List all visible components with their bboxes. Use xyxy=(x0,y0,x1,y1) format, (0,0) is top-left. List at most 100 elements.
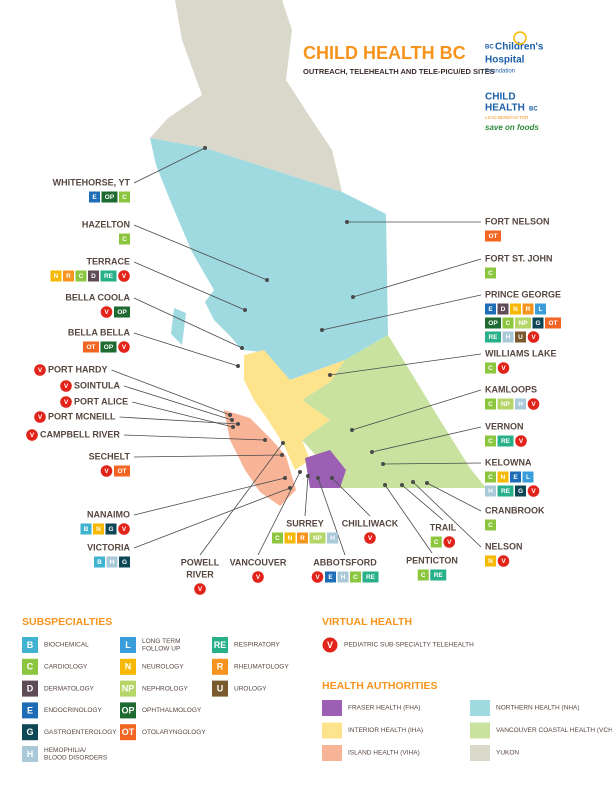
badge xyxy=(325,571,336,583)
site: TRAIL C V xyxy=(430,522,457,548)
site: SURREY C N R NP H xyxy=(272,518,338,544)
badge xyxy=(497,398,514,410)
badge xyxy=(93,523,104,535)
sponsor: save on foods xyxy=(485,123,539,132)
site-name: ABBOTSFORD xyxy=(313,557,377,567)
yukon-region xyxy=(150,0,342,192)
badge xyxy=(515,485,526,497)
logo-line: Children's xyxy=(495,42,544,53)
leader-line xyxy=(257,471,301,556)
badge-label: H xyxy=(506,334,511,341)
badge-label: B xyxy=(84,526,89,533)
badge-label: R xyxy=(66,273,71,280)
legend-code: L xyxy=(125,640,131,650)
logo-suffix: BC xyxy=(529,107,538,113)
badge xyxy=(105,523,117,535)
site-name: SOINTULA xyxy=(74,380,120,390)
site-name: PENTICTON xyxy=(406,555,458,565)
site-dot xyxy=(383,483,387,487)
badge xyxy=(497,303,509,315)
site: CRANBROOK C xyxy=(485,505,545,531)
badge xyxy=(497,435,514,447)
badge-label: C xyxy=(488,438,493,445)
site-name: SECHELT xyxy=(89,451,131,461)
site: PENTICTON C RE xyxy=(406,555,458,581)
virtual-badge xyxy=(100,465,113,477)
leader-line xyxy=(371,426,482,453)
legend-label: DERMATOLOGY xyxy=(44,685,95,692)
virtual-badge xyxy=(364,532,376,544)
site-dot xyxy=(203,146,207,150)
site: V SOINTULA xyxy=(60,380,120,392)
leader-line xyxy=(133,261,246,311)
virtual-badge xyxy=(34,364,46,376)
site: POWELL RIVER V xyxy=(181,557,220,595)
badge-label: C xyxy=(79,273,84,280)
site-dot xyxy=(316,476,320,480)
badge-label: RE xyxy=(488,334,498,341)
legend-swatch xyxy=(22,724,38,741)
site-name: PORT HARDY xyxy=(48,364,108,374)
site-dot xyxy=(236,364,240,368)
badge xyxy=(485,471,496,483)
site-dot xyxy=(370,450,374,454)
badge xyxy=(532,317,544,329)
site-dot xyxy=(328,373,332,377)
virtual-badge xyxy=(497,555,510,567)
badge-label: V xyxy=(501,365,506,372)
legend-title: HEALTH AUTHORITIES xyxy=(322,680,438,692)
badge-label: NP xyxy=(501,401,511,408)
site: FORT NELSON OT xyxy=(485,216,550,242)
badge-label: V xyxy=(38,367,43,374)
badge xyxy=(522,471,534,483)
site: V CAMPBELL RIVER xyxy=(26,429,120,441)
leader-line xyxy=(426,482,482,512)
fraser-region xyxy=(305,450,346,488)
site-name: NANAIMO xyxy=(87,509,130,519)
legend-label: NEUROLOGY xyxy=(142,664,184,671)
badge xyxy=(497,485,514,497)
badge-label: V xyxy=(198,586,203,593)
badge xyxy=(485,398,496,410)
badge xyxy=(497,471,509,483)
legend-swatch xyxy=(212,658,228,675)
badge xyxy=(100,341,117,353)
badge xyxy=(515,331,526,343)
site-dot xyxy=(320,328,324,332)
site: BELLA COOLA V OP xyxy=(65,292,130,318)
badge-label: N xyxy=(54,273,59,280)
badge-label: N xyxy=(96,526,101,533)
site-name: POWELL xyxy=(181,557,220,567)
site-name: WILLIAMS LAKE xyxy=(485,348,557,358)
legend-label: OTOLARYNGOLOGY xyxy=(142,729,206,736)
badge-label: V xyxy=(368,535,373,542)
site-dot xyxy=(236,422,240,426)
site: WILLIAMS LAKE C V xyxy=(485,348,557,374)
badge-label: NP xyxy=(313,535,323,542)
badge xyxy=(119,191,130,203)
island-region xyxy=(224,410,296,506)
badge-label: OT xyxy=(488,233,497,240)
site-name: BELLA COOLA xyxy=(65,292,130,302)
badge-label: V xyxy=(64,383,69,390)
badge-label: E xyxy=(328,574,333,581)
site-name: VICTORIA xyxy=(87,542,130,552)
badge-label: E xyxy=(513,474,518,481)
legend-label: RESPIRATORY xyxy=(234,642,281,649)
site-name: SURREY xyxy=(286,518,324,528)
badge xyxy=(88,270,99,282)
badge-label: V xyxy=(64,399,69,406)
badge-label: OT xyxy=(86,344,95,351)
legend-swatch xyxy=(22,702,38,719)
badge-label: V xyxy=(104,468,109,475)
foundation-logo: BC Children's Hospital Foundation xyxy=(485,31,544,75)
site-dot xyxy=(381,462,385,466)
badge-label: V xyxy=(501,558,506,565)
badge xyxy=(485,555,496,567)
badge-label: L xyxy=(526,474,530,481)
site-dot xyxy=(345,220,349,224)
site-dot xyxy=(281,441,285,445)
site-name: PRINCE GEORGE xyxy=(485,289,561,299)
